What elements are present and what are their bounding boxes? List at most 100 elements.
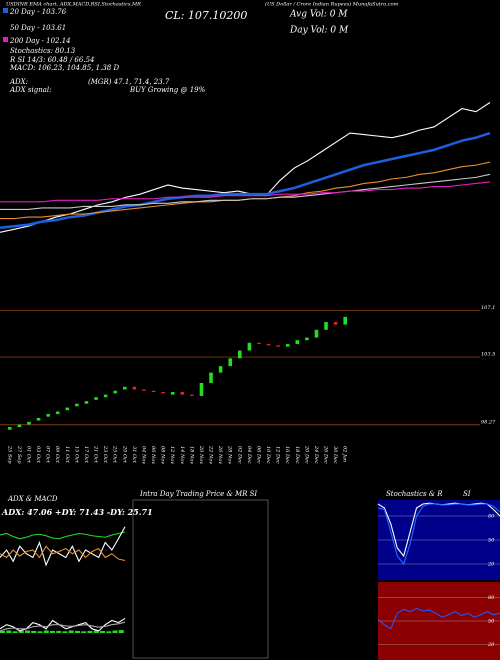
adx-label: ADX: [9, 78, 28, 86]
legend: R SI 14/3: 60.48 / 66.54 [9, 56, 94, 64]
candle-body [266, 344, 271, 346]
histogram-bar [112, 630, 118, 633]
histogram-bar [6, 630, 12, 633]
x-tick-label: 12 Dec [275, 446, 281, 464]
series-line [0, 102, 491, 233]
candle-body [65, 407, 70, 411]
histogram-bar [0, 630, 5, 633]
histogram-bar [118, 630, 124, 633]
x-tick-label: 07 Oct [45, 446, 51, 464]
histogram-bar [50, 630, 55, 633]
histogram-bar [25, 630, 30, 633]
x-tick-label: 25 Sep [6, 445, 12, 464]
legend-swatch [3, 37, 8, 42]
x-tick-label: 10 Dec [265, 446, 271, 464]
series-line [377, 503, 500, 566]
x-tick-label: 06 Dec [255, 446, 261, 464]
candle-body [151, 390, 156, 393]
candle-body [257, 342, 261, 345]
intraday-title: Intra Day Trading Price & MR SI [139, 490, 257, 498]
y-tick-label: 20 [487, 642, 495, 648]
x-tick-label: 27 Sep [16, 445, 22, 464]
series-line [377, 607, 500, 630]
candle-body [142, 389, 146, 391]
x-tick-label: 18 Nov [188, 446, 194, 464]
level-label: 103.5 [481, 352, 495, 358]
x-tick-label: 03 Oct [35, 446, 41, 464]
candle-body [218, 366, 223, 373]
candle-body [247, 342, 252, 351]
y-tick-label: 50 [488, 538, 495, 544]
candle-body [94, 397, 98, 400]
x-tick-label: 09 Oct [54, 446, 60, 464]
panel-title: SI [463, 490, 471, 498]
x-tick-label: 18 Dec [294, 446, 300, 464]
series-line [0, 161, 491, 220]
y-tick-label: 20 [487, 562, 495, 568]
x-tick-label: 24 Dec [313, 445, 319, 464]
x-tick-label: 26 Dec [323, 445, 329, 464]
x-tick-label: 22 Nov [208, 445, 214, 464]
x-tick-label: 02 Jan [342, 446, 348, 462]
series-line [0, 617, 126, 632]
x-tick-label: 11 Oct [64, 446, 70, 464]
candle-body [7, 427, 12, 430]
histogram-bar [87, 630, 93, 633]
candle-body [103, 394, 108, 398]
legend-swatch [3, 8, 8, 13]
candle-body [27, 421, 31, 425]
x-tick-label: 02 Dec [236, 446, 242, 464]
x-tick-label: 06 Nov [150, 446, 156, 464]
intraday-box [132, 499, 269, 659]
candle-body [46, 414, 50, 417]
x-tick-label: 04 Nov [140, 446, 146, 464]
candle-body [343, 316, 348, 325]
candle-body [190, 394, 194, 396]
level-label: 98.27 [481, 419, 496, 425]
legend: 50 Day - 103.61 [10, 24, 66, 32]
x-tick-label: 30 Dec [332, 446, 338, 464]
adx-values: (MGR) 47.1, 71.4, 23.7 [88, 78, 170, 86]
header-title: USDINR EMA chart, ADX,MACD,RSI,Stochasti… [6, 2, 141, 8]
y-tick-label: 80 [488, 514, 495, 520]
header-company: (US Dollar / Crore Indian Rupees) Munafa… [265, 1, 399, 8]
series-line [0, 621, 126, 632]
series-line [0, 173, 491, 210]
candle-body [305, 337, 309, 341]
legend: 20 Day - 103.76 [9, 8, 67, 16]
x-tick-label: 01 Oct [25, 446, 31, 464]
x-tick-label: 26 Nov [217, 445, 223, 464]
x-tick-label: 04 Dec [246, 446, 252, 464]
x-tick-label: 20 Dec [303, 445, 309, 464]
candle-body [237, 350, 242, 359]
histogram-bar [68, 630, 74, 633]
candle-body [199, 382, 204, 396]
candle-body [314, 329, 319, 338]
histogram-bar [31, 630, 37, 633]
candle-body [122, 386, 127, 390]
legend: MACD: 106.23, 104.85, 1.38 D [9, 64, 119, 72]
candle-body [295, 340, 300, 345]
x-tick-label: 12 Nov [169, 446, 175, 464]
candle-body [324, 322, 328, 330]
candle-body [285, 344, 290, 347]
histogram-bar [93, 630, 99, 633]
panel-label: ADX: 47.06 +DY: 71.43 -DY: 25.71 [1, 507, 153, 517]
candle-body [36, 417, 41, 421]
panel-title: Stochastics & R [386, 490, 443, 498]
x-tick-label: 15 Oct [73, 446, 79, 464]
candle-body [75, 403, 79, 407]
legend: 200 Day - 102.14 [9, 37, 71, 45]
adx-signal: BUY Growing @ 19% [129, 86, 206, 94]
x-tick-label: 28 Nov [227, 445, 233, 464]
x-tick-label: 21 Oct [93, 445, 99, 464]
histogram-bar [62, 631, 68, 633]
x-tick-label: 29 Oct [121, 445, 127, 464]
x-tick-label: 16 Dec [284, 446, 290, 464]
x-tick-label: 08 Nov [160, 446, 166, 464]
level-label: 107.1 [481, 305, 495, 311]
x-tick-label: 25 Oct [112, 445, 118, 464]
histogram-bar [37, 631, 43, 633]
histogram-bar [12, 631, 18, 633]
